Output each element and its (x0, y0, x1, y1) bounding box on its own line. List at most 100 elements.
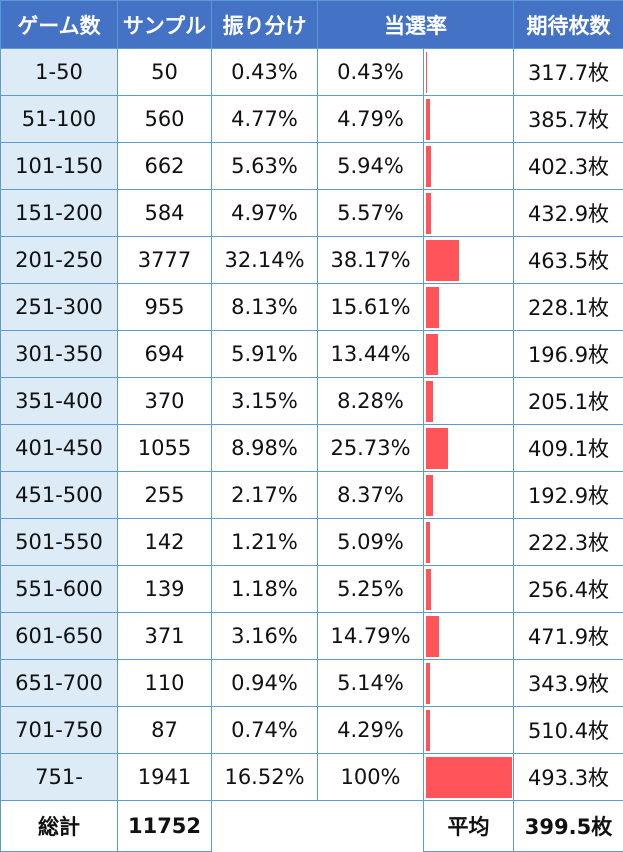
rate-bar-cell (423, 424, 514, 472)
rate-cell: 14.79% (317, 612, 424, 660)
rate-bar (426, 98, 431, 140)
games-cell: 151-200 (0, 189, 118, 237)
rate-bar (426, 474, 434, 516)
sample-cell: 371 (117, 612, 212, 660)
header-rate: 当選率 (317, 0, 514, 49)
sample-cell: 142 (117, 518, 212, 566)
rate-bar-cell (423, 48, 514, 96)
expected-cell: 463.5枚 (513, 236, 623, 284)
distribution-cell: 5.63% (211, 142, 318, 190)
rate-bar (426, 192, 431, 234)
rate-cell: 5.09% (317, 518, 424, 566)
distribution-cell: 1.18% (211, 565, 318, 613)
table-row: 401-450 1055 8.98% 25.73% 409.1枚 (0, 424, 623, 472)
games-cell: 701-750 (0, 706, 118, 754)
sample-cell: 87 (117, 706, 212, 754)
games-cell: 201-250 (0, 236, 118, 284)
rate-bar-cell (423, 659, 514, 707)
rate-bar-cell (423, 612, 514, 660)
rate-bar-cell (423, 283, 514, 331)
rate-bar (426, 568, 431, 610)
distribution-cell: 1.21% (211, 518, 318, 566)
distribution-cell: 32.14% (211, 236, 318, 284)
footer-blank (211, 800, 424, 852)
games-cell: 751- (0, 753, 118, 801)
rate-cell: 8.28% (317, 377, 424, 425)
distribution-cell: 16.52% (211, 753, 318, 801)
expected-cell: 385.7枚 (513, 95, 623, 143)
distribution-cell: 3.16% (211, 612, 318, 660)
header-games: ゲーム数 (0, 0, 118, 49)
rate-cell: 38.17% (317, 236, 424, 284)
table-row: 601-650 371 3.16% 14.79% 471.9枚 (0, 612, 623, 660)
rate-cell: 25.73% (317, 424, 424, 472)
distribution-cell: 8.13% (211, 283, 318, 331)
games-cell: 401-450 (0, 424, 118, 472)
rate-bar (426, 709, 430, 751)
sample-cell: 560 (117, 95, 212, 143)
rate-cell: 15.61% (317, 283, 424, 331)
rate-bar-cell (423, 142, 514, 190)
expected-cell: 228.1枚 (513, 283, 623, 331)
distribution-cell: 0.94% (211, 659, 318, 707)
table-row: 301-350 694 5.91% 13.44% 196.9枚 (0, 330, 623, 378)
table-row: 51-100 560 4.77% 4.79% 385.7枚 (0, 95, 623, 143)
rate-cell: 4.79% (317, 95, 424, 143)
rate-cell: 8.37% (317, 471, 424, 519)
games-cell: 551-600 (0, 565, 118, 613)
rate-bar (426, 615, 439, 657)
table-row: 351-400 370 3.15% 8.28% 205.1枚 (0, 377, 623, 425)
expected-cell: 409.1枚 (513, 424, 623, 472)
total-sample: 11752 (117, 800, 212, 852)
rate-cell: 5.14% (317, 659, 424, 707)
expected-cell: 471.9枚 (513, 612, 623, 660)
rate-bar (426, 380, 434, 422)
games-cell: 1-50 (0, 48, 118, 96)
sample-cell: 370 (117, 377, 212, 425)
sample-cell: 1941 (117, 753, 212, 801)
expected-cell: 205.1枚 (513, 377, 623, 425)
rate-bar-cell (423, 518, 514, 566)
expected-cell: 222.3枚 (513, 518, 623, 566)
table-row: 101-150 662 5.63% 5.94% 402.3枚 (0, 142, 623, 190)
rate-bar (426, 427, 449, 469)
expected-cell: 493.3枚 (513, 753, 623, 801)
header-expected: 期待枚数 (513, 0, 623, 49)
sample-cell: 3777 (117, 236, 212, 284)
table-row: 551-600 139 1.18% 5.25% 256.4枚 (0, 565, 623, 613)
expected-cell: 317.7枚 (513, 48, 623, 96)
table-row: 1-50 50 0.43% 0.43% 317.7枚 (0, 48, 623, 96)
rate-bar-cell (423, 377, 514, 425)
expected-cell: 196.9枚 (513, 330, 623, 378)
games-cell: 301-350 (0, 330, 118, 378)
distribution-cell: 0.74% (211, 706, 318, 754)
expected-cell: 432.9枚 (513, 189, 623, 237)
sample-cell: 955 (117, 283, 212, 331)
distribution-cell: 5.91% (211, 330, 318, 378)
expected-cell: 256.4枚 (513, 565, 623, 613)
rate-bar-cell (423, 236, 514, 284)
games-cell: 451-500 (0, 471, 118, 519)
rate-cell: 0.43% (317, 48, 424, 96)
table-row: 701-750 87 0.74% 4.29% 510.4枚 (0, 706, 623, 754)
sample-cell: 110 (117, 659, 212, 707)
games-cell: 251-300 (0, 283, 118, 331)
rate-bar-cell (423, 565, 514, 613)
games-cell: 51-100 (0, 95, 118, 143)
rate-bar-cell (423, 753, 514, 801)
sample-cell: 584 (117, 189, 212, 237)
games-cell: 101-150 (0, 142, 118, 190)
sample-cell: 139 (117, 565, 212, 613)
sample-cell: 255 (117, 471, 212, 519)
rate-bar (426, 521, 431, 563)
games-cell: 651-700 (0, 659, 118, 707)
distribution-cell: 0.43% (211, 48, 318, 96)
table-row: 251-300 955 8.13% 15.61% 228.1枚 (0, 283, 623, 331)
rate-bar (426, 662, 431, 704)
table-row: 201-250 3777 32.14% 38.17% 463.5枚 (0, 236, 623, 284)
rate-cell: 100% (317, 753, 424, 801)
average-expected: 399.5枚 (513, 800, 623, 852)
rate-bar (426, 286, 440, 328)
distribution-cell: 4.77% (211, 95, 318, 143)
